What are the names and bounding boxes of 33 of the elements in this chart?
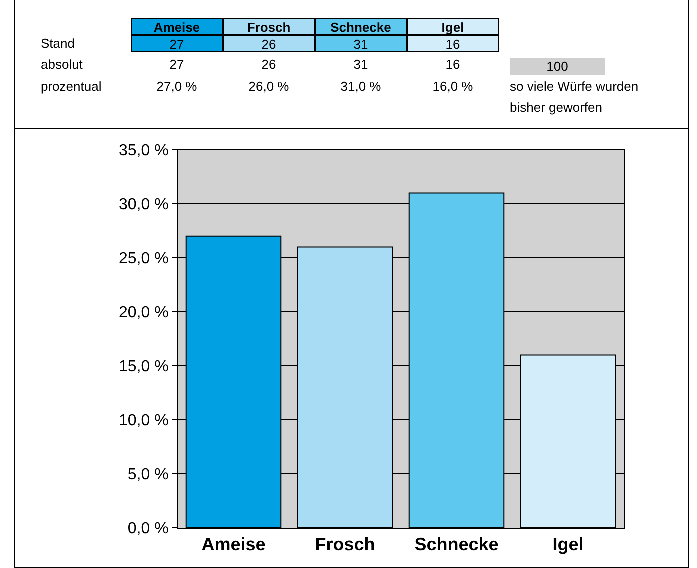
y-tick-label: 0,0 %: [128, 520, 169, 538]
text: 31: [315, 35, 407, 52]
category-label: Igel: [442, 20, 464, 35]
text: 27: [168, 56, 186, 73]
x-tick-label: Schnecke: [414, 534, 499, 555]
text: 26: [260, 56, 278, 73]
text: Stand: [41, 35, 76, 52]
y-tick-label: 35,0 %: [118, 142, 169, 160]
y-tick-label: 5,0 %: [128, 466, 169, 484]
text: 16: [407, 35, 499, 52]
category-label: Ameise: [154, 20, 200, 35]
category-label: Frosch: [247, 20, 291, 35]
text: 16,0 %: [432, 78, 474, 95]
x-tick-label: Igel: [552, 534, 584, 555]
text: 27: [131, 35, 223, 52]
text: absolut: [41, 56, 84, 73]
y-tick-label: 25,0 %: [118, 250, 169, 268]
text: 31,0 %: [340, 78, 382, 95]
text: 31: [352, 56, 370, 73]
category-label: Schnecke: [330, 20, 392, 35]
y-tick-label: 20,0 %: [118, 304, 169, 322]
text: 100: [510, 58, 605, 75]
text: prozentual: [41, 78, 103, 95]
x-tick-label: Ameise: [202, 534, 266, 555]
text: so viele Würfe wurden bisher geworfen: [510, 78, 640, 117]
text: 26,0 %: [248, 78, 290, 95]
text: 27,0 %: [156, 78, 198, 95]
text: 16: [444, 56, 462, 73]
x-tick-label: Frosch: [315, 534, 376, 555]
y-tick-label: 10,0 %: [118, 412, 169, 430]
y-tick-label: 15,0 %: [118, 358, 169, 376]
y-tick-label: 30,0 %: [118, 196, 169, 214]
text: 26: [223, 35, 315, 52]
